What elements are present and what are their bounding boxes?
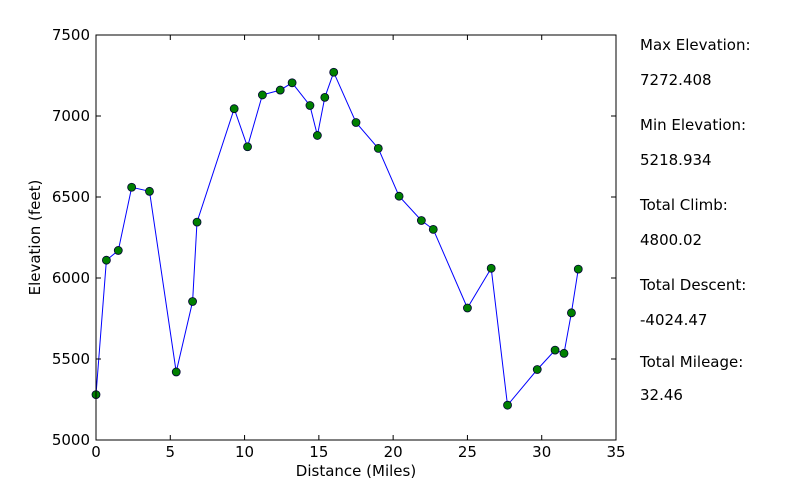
elevation-point	[532, 365, 542, 374]
x-tick-label: 15	[309, 443, 328, 461]
x-tick-label: 5	[166, 443, 176, 461]
plot-layer	[91, 67, 583, 410]
x-tick-label: 30	[532, 443, 551, 461]
elevation-point	[312, 131, 322, 140]
elevation-chart: 0 5 10 15 20 25 30 35 5000 5500 6000 6500 7000 7500 D…	[26, 26, 626, 480]
elevation-point	[287, 78, 297, 88]
x-tick-label: 0	[91, 443, 101, 461]
max-elevation-label: Max Elevation:	[640, 36, 751, 54]
elevation-series-line	[95, 70, 579, 407]
min-elevation-value: 5218.934	[640, 151, 712, 169]
elevation-point	[192, 217, 202, 227]
elevation-point	[127, 182, 137, 192]
elevation-point	[373, 143, 383, 153]
elevation-point	[329, 67, 339, 77]
elevation-point	[320, 92, 330, 102]
elevation-point	[486, 263, 496, 273]
x-axis-label: Distance (Miles)	[296, 462, 416, 480]
elevation-point	[229, 104, 239, 114]
elevation-point	[550, 345, 560, 355]
elevation-point	[305, 101, 315, 110]
total-climb-value: 4800.02	[640, 231, 703, 249]
ticks-layer: 0 5 10 15 20 25 30 35 5000 5500 6000 6500 7000 7500	[52, 26, 626, 461]
plot-frame	[95, 34, 617, 441]
elevation-point	[257, 90, 267, 100]
y-tick-label: 5500	[52, 350, 90, 368]
x-tick-label: 20	[384, 443, 403, 461]
max-elevation-value: 7272.408	[640, 71, 712, 89]
elevation-point	[113, 246, 123, 255]
elevation-point	[351, 118, 361, 127]
y-tick-label: 6500	[52, 188, 90, 206]
elevation-point	[188, 297, 197, 306]
y-tick-label: 5000	[52, 431, 90, 449]
elevation-point	[275, 85, 285, 95]
min-elevation-label: Min Elevation:	[640, 116, 747, 134]
y-axis-label: Elevation (feet)	[26, 180, 44, 296]
total-mileage-label: Total Mileage:	[640, 353, 744, 371]
elevation-point	[559, 348, 569, 358]
y-tick-label: 7500	[52, 26, 90, 44]
stats-panel: Max Elevation: 7272.408 Min Elevation: 5…	[640, 0, 800, 500]
elevation-point	[394, 191, 404, 201]
y-tick-label: 6000	[52, 269, 90, 287]
x-tick-label: 35	[606, 443, 625, 461]
elevation-point	[416, 216, 426, 225]
elevation-point	[428, 224, 438, 234]
elevation-point	[463, 303, 472, 313]
elevation-point	[503, 400, 512, 410]
total-descent-label: Total Descent:	[640, 276, 747, 294]
total-descent-value: -4024.47	[640, 311, 708, 329]
elevation-point	[243, 142, 252, 152]
total-mileage-value: 32.46	[640, 386, 683, 404]
x-tick-label: 25	[458, 443, 477, 461]
x-tick-label: 10	[235, 443, 254, 461]
elevation-point	[145, 186, 154, 196]
elevation-point	[573, 264, 583, 274]
total-climb-label: Total Climb:	[640, 196, 728, 214]
elevation-point	[102, 255, 111, 265]
y-tick-label: 7000	[52, 107, 90, 125]
elevation-point	[567, 308, 576, 318]
elevation-point	[171, 367, 181, 377]
